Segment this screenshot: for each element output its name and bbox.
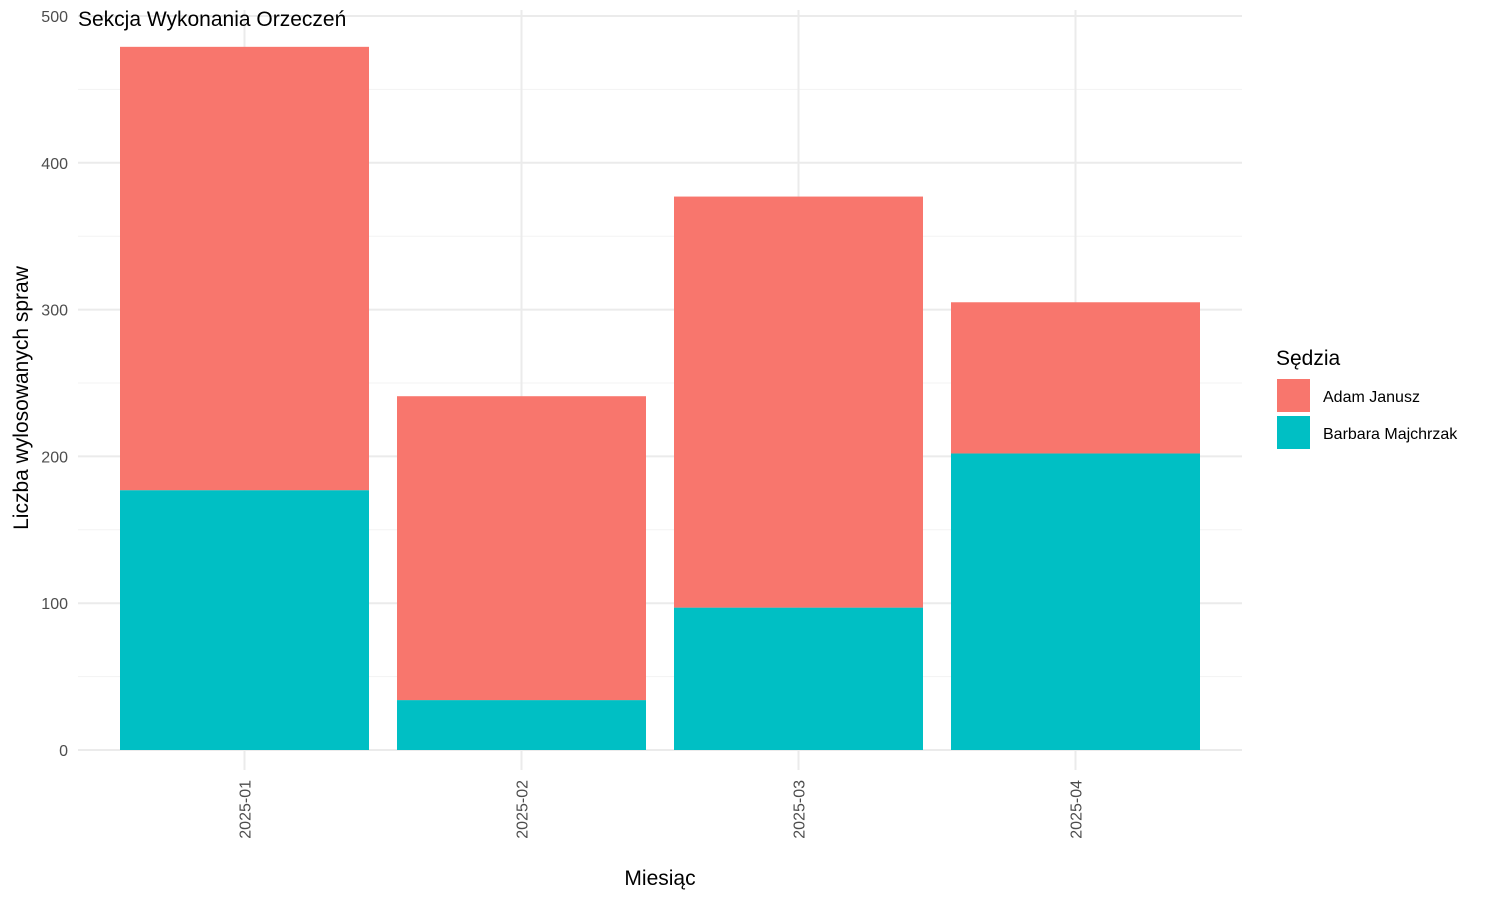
y-tick-label: 200 <box>41 449 68 466</box>
x-tick-label: 2025-03 <box>792 780 809 839</box>
bar-segment <box>397 700 646 750</box>
bar-segment <box>397 396 646 701</box>
y-tick-label: 100 <box>41 596 68 613</box>
legend-items: Adam Janusz Barbara Majchrzak <box>1277 379 1458 449</box>
y-tick-label: 0 <box>59 743 68 760</box>
bar-segment <box>951 453 1200 750</box>
legend-title: Sędzia <box>1276 347 1341 370</box>
ticks-layer: 0 100 200 300 400 500 2025-01 2025-02 2025-03 202… <box>41 9 1085 839</box>
x-axis-title: Miesiąc <box>624 867 695 890</box>
y-axis-title: Liczba wylosowanych spraw <box>10 265 33 530</box>
legend-label: Adam Janusz <box>1323 389 1420 406</box>
bar-segment <box>120 490 369 750</box>
x-tick-label: 2025-02 <box>515 780 532 839</box>
x-tick-label: 2025-04 <box>1069 780 1086 839</box>
legend-swatch <box>1277 379 1310 412</box>
bar-segment <box>674 196 923 608</box>
bar-segment <box>120 46 369 491</box>
legend-swatch <box>1277 416 1310 449</box>
y-tick-label: 300 <box>41 303 68 320</box>
bar-segment <box>951 302 1200 454</box>
y-tick-label: 500 <box>41 9 68 26</box>
y-tick-label: 400 <box>41 156 68 173</box>
x-tick-label: 2025-01 <box>238 780 255 839</box>
bar-segment <box>674 607 923 750</box>
bars-layer <box>120 46 1200 750</box>
legend: Sędzia Adam Janusz Barbara Majchrzak <box>1276 347 1458 449</box>
chart-title: Sekcja Wykonania Orzeczeń <box>78 8 346 31</box>
legend-label: Barbara Majchrzak <box>1323 426 1458 443</box>
